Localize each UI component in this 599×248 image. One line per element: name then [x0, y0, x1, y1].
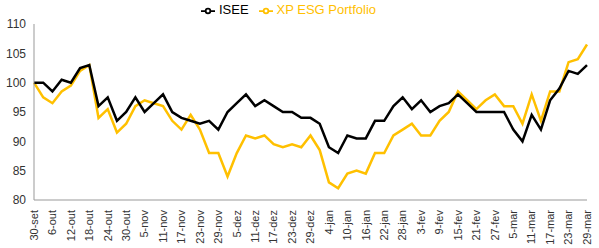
- svg-text:95: 95: [13, 105, 27, 119]
- svg-text:17-nov: 17-nov: [175, 210, 187, 244]
- svg-text:30-set: 30-set: [28, 210, 40, 241]
- svg-text:30-out: 30-out: [120, 210, 132, 241]
- svg-text:5-dez: 5-dez: [231, 210, 243, 238]
- svg-text:23-dez: 23-dez: [286, 210, 298, 244]
- svg-text:15-fev: 15-fev: [452, 210, 464, 241]
- svg-text:23-mar: 23-mar: [562, 210, 574, 245]
- svg-text:5-mar: 5-mar: [507, 210, 519, 239]
- svg-text:24-out: 24-out: [102, 210, 114, 241]
- svg-text:27-fev: 27-fev: [489, 210, 501, 241]
- svg-text:17-mar: 17-mar: [544, 210, 556, 245]
- svg-text:100: 100: [6, 76, 26, 90]
- svg-text:22-jan: 22-jan: [378, 210, 390, 241]
- svg-text:12-out: 12-out: [65, 210, 77, 241]
- svg-text:16-jan: 16-jan: [360, 210, 372, 241]
- html-text:ISEE: ISEE: [218, 2, 249, 17]
- svg-text:18-out: 18-out: [83, 210, 95, 241]
- svg-text:29-mar: 29-mar: [581, 210, 593, 245]
- svg-text:110: 110: [7, 17, 26, 31]
- svg-text:85: 85: [13, 164, 27, 178]
- svg-text:21-fev: 21-fev: [470, 210, 482, 241]
- svg-text:5-nov: 5-nov: [138, 210, 150, 238]
- svg-text:29-dez: 29-dez: [304, 210, 316, 244]
- svg-text:11-mar: 11-mar: [526, 210, 538, 244]
- svg-text:90: 90: [13, 135, 27, 149]
- svg-text:23-nov: 23-nov: [194, 210, 206, 244]
- svg-text:17-dez: 17-dez: [267, 210, 279, 244]
- svg-text:80: 80: [13, 193, 27, 207]
- svg-text:9-fev: 9-fev: [433, 210, 445, 235]
- svg-text:4-jan: 4-jan: [323, 210, 335, 234]
- svg-text:3-fev: 3-fev: [415, 210, 427, 235]
- svg-text:6-out: 6-out: [46, 210, 58, 235]
- svg-text:105: 105: [6, 47, 26, 61]
- svg-text:28-jan: 28-jan: [396, 210, 408, 241]
- html-text:XP ESG Portfolio: XP ESG Portfolio: [276, 2, 376, 17]
- svg-text:10-jan: 10-jan: [341, 210, 353, 241]
- svg-text:11-dez: 11-dez: [249, 210, 261, 243]
- svg-text:11-nov: 11-nov: [157, 210, 169, 243]
- svg-text:29-nov: 29-nov: [212, 210, 224, 244]
